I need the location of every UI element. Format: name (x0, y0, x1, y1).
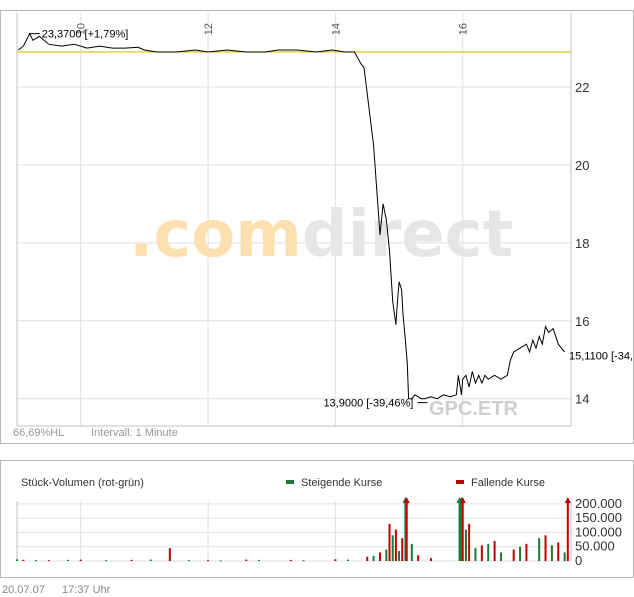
volume-bar (378, 552, 381, 561)
symbol-label: GPC.ETR (429, 398, 518, 420)
x-tick-label: 14 (330, 23, 342, 35)
volume-bar (410, 543, 413, 561)
watermark-prefix: .com (129, 198, 302, 272)
volume-chart-panel: Stück-Volumen (rot-grün) Steigende Kurse… (0, 460, 634, 578)
volume-bar (334, 559, 337, 561)
high-label: 23,3700 [+1,79%] (42, 29, 129, 41)
volume-bar (405, 501, 408, 561)
volume-bar (404, 501, 407, 561)
volume-y-tick-label: 150.000 (575, 510, 622, 525)
volume-y-tick-label: 200.000 (575, 496, 622, 511)
volume-bar (372, 555, 375, 561)
volume-bar (149, 559, 152, 561)
price-gridlines (16, 13, 572, 427)
volume-bar (464, 529, 467, 561)
volume-bar (458, 501, 461, 561)
volume-bar (391, 535, 394, 561)
volume-bar (429, 558, 432, 561)
price-series (17, 32, 565, 400)
footer-time: 17:37 Uhr (62, 584, 111, 596)
interval-label: Intervall: 1 Minute (91, 427, 178, 439)
volume-bars (16, 497, 571, 562)
volume-overflow-arrow (403, 497, 410, 503)
volume-y-tick-label: 0 (575, 553, 582, 568)
price-chart-panel: .comdirect 10 12 14 16 14 16 18 20 22 23,3700 [… (0, 10, 634, 444)
volume-bar (461, 501, 464, 561)
volume-bar (394, 529, 397, 561)
volume-bar (130, 559, 133, 561)
x-tick-label: 16 (458, 23, 470, 35)
volume-bar (544, 535, 547, 561)
y-tick-label: 22 (575, 80, 589, 95)
price-chart: .comdirect 10 12 14 16 14 16 18 20 22 23,3700 [… (13, 13, 633, 439)
volume-bar (168, 548, 171, 561)
volume-bar (385, 549, 388, 561)
volume-bar (557, 542, 560, 561)
volume-overflow-arrow (459, 497, 466, 503)
volume-bar (219, 560, 222, 562)
volume-bar (519, 546, 522, 561)
volume-title: Stück-Volumen (rot-grün) (21, 477, 144, 489)
volume-bar (512, 549, 515, 561)
legend-rising-label: Steigende Kurse (301, 477, 382, 489)
watermark: .comdirect (129, 198, 513, 272)
volume-bar (187, 560, 190, 562)
volume-bar (22, 559, 25, 561)
volume-bar (289, 559, 292, 561)
volume-bar (16, 559, 18, 561)
volume-bar (388, 523, 391, 561)
x-tick-labels: 10 12 14 16 (76, 23, 470, 35)
volume-bar (257, 559, 260, 561)
volume-bar (493, 541, 496, 561)
volume-bar (550, 545, 553, 561)
x-tick-label: 12 (203, 23, 215, 35)
volume-bar (499, 552, 502, 561)
volume-bar (47, 560, 50, 562)
volume-bar (35, 560, 38, 562)
volume-bar (474, 548, 477, 561)
legend-rising-swatch (286, 480, 294, 484)
y-tick-label: 14 (575, 392, 589, 407)
range-label: 66,69%HL (13, 427, 64, 439)
legend-falling-swatch (456, 480, 464, 484)
volume-bar (401, 538, 404, 561)
volume-bar (245, 559, 248, 561)
volume-bar (302, 560, 305, 562)
volume-overflow-arrow (564, 497, 571, 503)
volume-bar (417, 555, 420, 561)
y-tick-label: 20 (575, 158, 589, 173)
volume-bar (487, 543, 490, 561)
volume-y-tick-label: 100.000 (575, 524, 622, 539)
volume-bar (105, 560, 108, 562)
volume-bar (398, 551, 401, 561)
volume-bar (460, 501, 463, 561)
y-tick-label: 16 (575, 314, 589, 329)
volume-bar (79, 559, 82, 561)
volume-gridlines (16, 501, 572, 562)
price-line (17, 32, 565, 400)
volume-bar (66, 559, 69, 561)
footer-date: 20.07.07 (2, 584, 45, 596)
watermark-suffix: direct (302, 198, 513, 272)
low-label: 13,9000 [-39,46%] (323, 398, 413, 410)
volume-bar (525, 543, 528, 561)
volume-bar (566, 501, 569, 561)
volume-chart: Stück-Volumen (rot-grün) Steigende Kurse… (16, 477, 622, 568)
volume-bar (207, 560, 210, 562)
x-tick-label: 10 (76, 23, 88, 35)
volume-bar (347, 559, 350, 561)
price-annotations: 23,3700 [+1,79%] 13,9000 [-39,46%] 15,1100… (29, 29, 633, 410)
y-tick-labels: 14 16 18 20 22 (575, 80, 589, 407)
volume-bar (366, 556, 369, 561)
y-tick-label: 18 (575, 236, 589, 251)
volume-bar (468, 523, 471, 561)
volume-bar (538, 538, 541, 561)
legend-falling-label: Fallende Kurse (471, 477, 545, 489)
volume-bar (480, 545, 483, 561)
volume-y-tick-label: 50.000 (575, 539, 615, 554)
volume-bar (563, 552, 566, 561)
last-price-label: 15,1100 [-34, (569, 350, 633, 362)
